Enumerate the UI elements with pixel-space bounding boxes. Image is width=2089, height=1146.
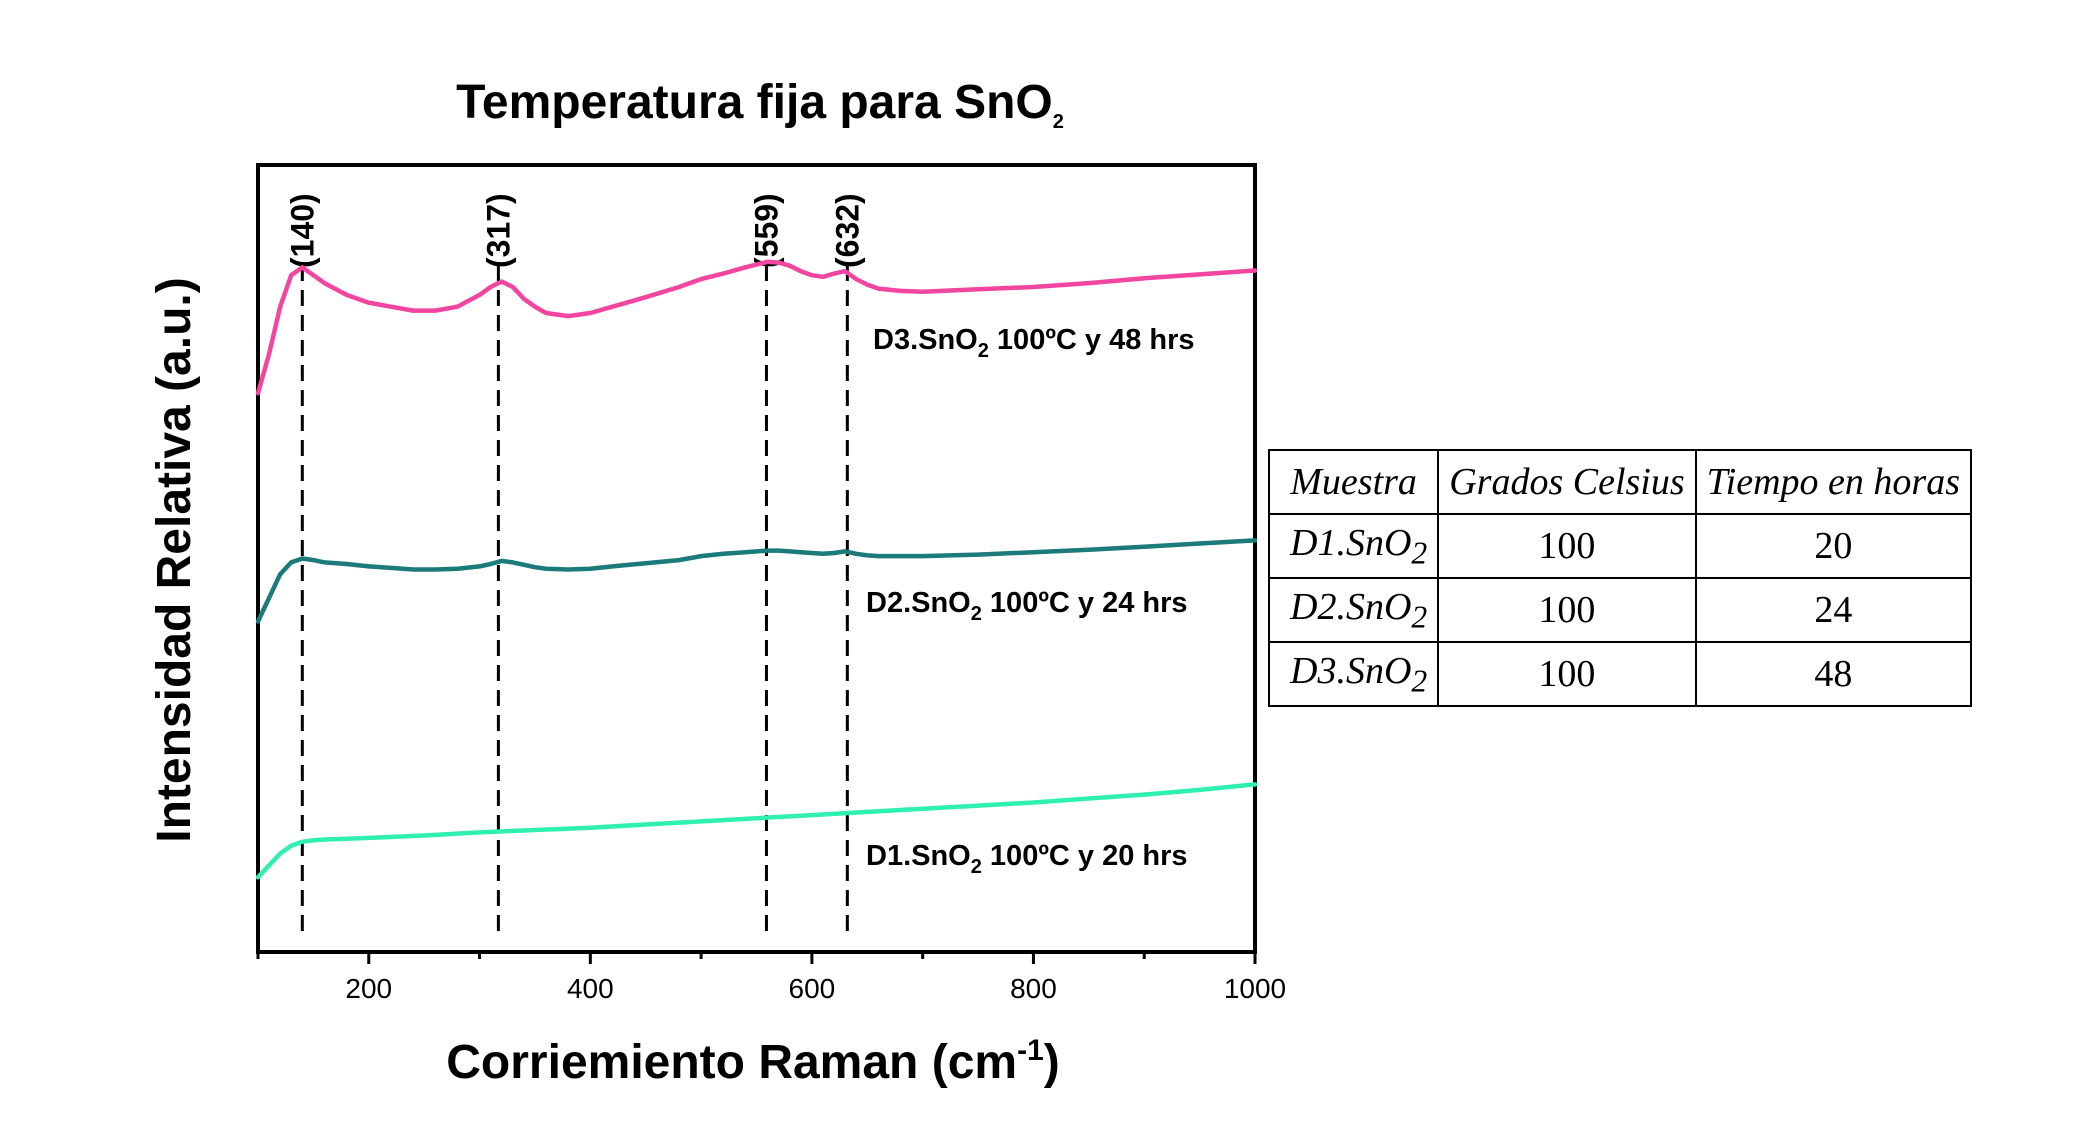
peak-label: (632)	[829, 193, 865, 268]
series-line-3	[255, 782, 1258, 880]
series-label-pre: D3.SnO	[873, 324, 978, 356]
sample-sub: 2	[1411, 535, 1428, 571]
sample-sub: 2	[1411, 599, 1428, 635]
peak-label: (559)	[748, 193, 784, 268]
table-header-grados: Grados Celsius	[1437, 449, 1697, 515]
table-header-tiempo: Tiempo en horas	[1694, 449, 1973, 515]
series-label-sub: 2	[971, 856, 982, 878]
table-cell-celsius: 100	[1437, 513, 1697, 579]
series-label: D3.SnO2 100ºC y 48 hrs	[873, 324, 1195, 362]
sample-name: D3.SnO	[1290, 649, 1412, 692]
table-cell-sample: D3.SnO2	[1267, 641, 1440, 707]
series-label-post: 100ºC y 24 hrs	[982, 587, 1188, 619]
peak-markers: (140) (317) (559) (632)	[284, 193, 865, 935]
table-header-row: Muestra Grados Celsius Tiempo en horas	[1267, 449, 1973, 515]
table-cell-sample: D2.SnO2	[1267, 577, 1440, 643]
table-cell-hours: 20	[1694, 513, 1973, 579]
series-lines	[255, 259, 1258, 880]
x-axis-label-sup: -1	[1017, 1034, 1044, 1067]
chart-title-text: Temperatura fija para SnO	[456, 76, 1053, 129]
series-label: D1.SnO2 100ºC y 20 hrs	[866, 840, 1188, 878]
x-axis-label-text: Corriemiento Raman (cm	[446, 1036, 1017, 1089]
sample-name: D1.SnO	[1290, 521, 1412, 564]
x-tick-label: 1000	[1224, 973, 1286, 1004]
table-row: D1.SnO2 100 20	[1267, 513, 1973, 579]
x-axis-label: Corriemiento Raman (cm-1)	[446, 1034, 1059, 1089]
table-cell-hours: 48	[1694, 641, 1973, 707]
series-label-pre: D2.SnO	[866, 587, 971, 619]
sample-table: Muestra Grados Celsius Tiempo en horas D…	[1267, 449, 1973, 707]
series-label-pre: D1.SnO	[866, 840, 971, 872]
plot-frame	[256, 163, 1257, 954]
table-cell-hours: 24	[1694, 577, 1973, 643]
series-line-2	[255, 538, 1258, 624]
series-line-1	[255, 259, 1258, 396]
table-cell-celsius: 100	[1437, 641, 1697, 707]
series-label-sub: 2	[971, 603, 982, 625]
table-row: D2.SnO2 100 24	[1267, 577, 1973, 643]
peak-label: (140)	[284, 193, 320, 268]
sample-name: D2.SnO	[1290, 585, 1412, 628]
series-label: D2.SnO2 100ºC y 24 hrs	[866, 587, 1188, 625]
table-cell-celsius: 100	[1437, 577, 1697, 643]
series-label-post: 100ºC y 48 hrs	[989, 324, 1195, 356]
table-cell-sample: D1.SnO2	[1267, 513, 1440, 579]
y-axis-label: Intensidad Relativa (a.u.)	[148, 277, 201, 842]
sample-sub: 2	[1411, 663, 1428, 699]
series-label-post: 100ºC y 20 hrs	[982, 840, 1188, 872]
x-tick-label: 200	[345, 973, 392, 1004]
x-ticks: 200 400 600 800 1000	[256, 952, 1286, 1004]
x-tick-label: 400	[567, 973, 614, 1004]
chart-title-sub: 2	[1053, 111, 1064, 133]
x-tick-label: 600	[789, 973, 836, 1004]
chart-title: Temperatura fija para SnO2	[456, 76, 1064, 133]
table-header-muestra: Muestra	[1267, 449, 1440, 515]
x-tick-label: 800	[1010, 973, 1057, 1004]
series-label-sub: 2	[978, 340, 989, 362]
peak-label: (317)	[480, 193, 516, 268]
table-row: D3.SnO2 100 48	[1267, 641, 1973, 707]
x-axis-label-end: )	[1044, 1036, 1060, 1089]
